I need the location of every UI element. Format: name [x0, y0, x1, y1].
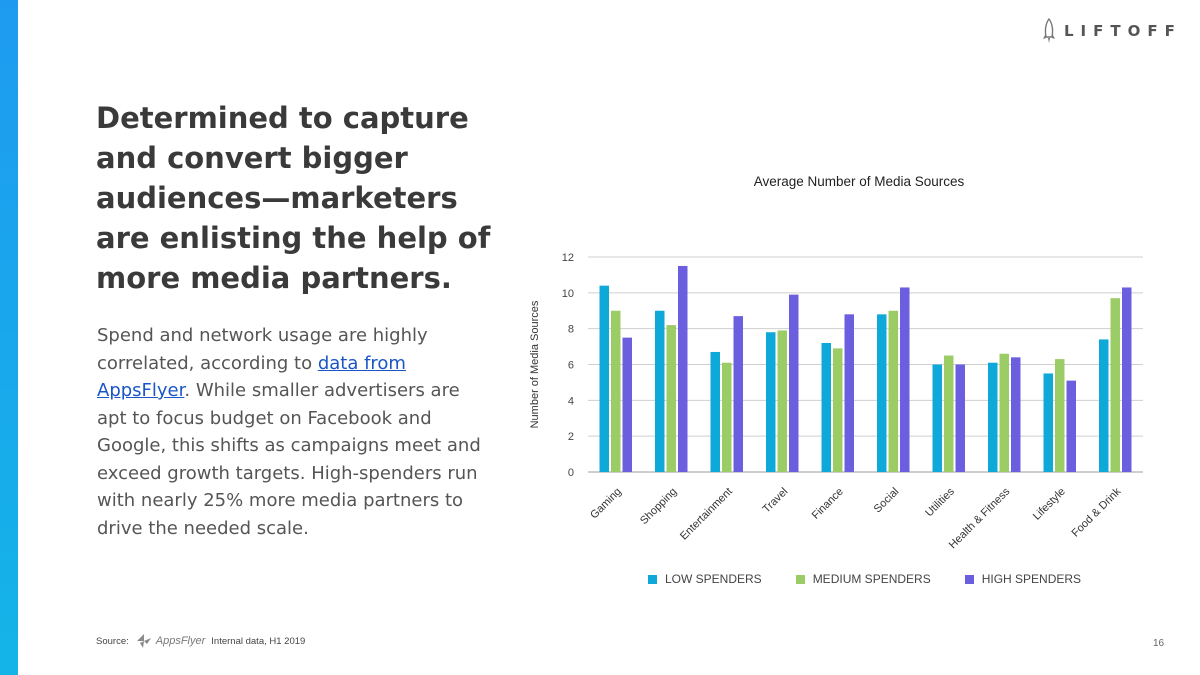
x-tick-label: Finance — [810, 486, 846, 522]
y-tick-label: 4 — [568, 395, 574, 407]
bar-low — [766, 332, 776, 472]
y-tick-label: 8 — [568, 324, 574, 336]
legend-swatch-medium — [795, 574, 805, 584]
bar-low — [599, 285, 609, 472]
bar-high — [1066, 380, 1076, 472]
y-tick-label: 6 — [568, 360, 574, 372]
bar-medium — [1110, 298, 1120, 472]
bar-high — [955, 364, 965, 472]
bar-high — [900, 287, 910, 472]
bar-medium — [666, 325, 676, 472]
legend-item-high: HIGH SPENDERS — [964, 572, 1082, 586]
bar-medium — [1055, 359, 1065, 472]
x-tick-label: Utilities — [923, 485, 957, 519]
y-tick-label: 2 — [568, 431, 574, 443]
appsflyer-bird-icon — [136, 634, 151, 648]
legend-item-low: LOW SPENDERS — [648, 572, 762, 586]
legend-swatch-low — [648, 574, 657, 584]
bar-high — [733, 316, 743, 472]
chart-legend: LOW SPENDERS MEDIUM SPENDERS HIGH SPENDE… — [648, 572, 1081, 586]
bar-low — [1043, 373, 1053, 472]
x-tick-label: Gaming — [588, 486, 624, 522]
bar-low — [710, 351, 720, 472]
source-line: Source: AppsFlyer Internal data, H1 2019 — [96, 632, 305, 650]
body-paragraph: Spend and network usage are highly corre… — [97, 322, 487, 542]
chart-title: Average Number of Media Sources — [753, 174, 965, 189]
body-text-start: Spend and network usage are highly corre… — [97, 325, 428, 374]
bar-low — [877, 314, 887, 472]
bar-low — [932, 364, 942, 472]
page-title: Determined to capture and convert bigger… — [96, 101, 491, 295]
bar-chart: 0 2 4 6 8 10 12 Number of Media Sources Gaming Sh… — [529, 252, 1143, 551]
legend-label-high: HIGH SPENDERS — [981, 572, 1082, 586]
bar-high — [622, 337, 632, 472]
legend-label-medium: MEDIUM SPENDERS — [812, 572, 931, 586]
x-tick-label: Lifestyle — [1031, 486, 1068, 523]
accent-bar — [0, 0, 18, 675]
liftoff-logo: LIFTOFF — [1042, 18, 1182, 44]
bar-medium — [888, 310, 898, 472]
bar-high — [1011, 357, 1021, 472]
bar-medium — [833, 348, 843, 472]
appsflyer-logo: AppsFlyer — [135, 632, 206, 650]
bar-medium — [611, 310, 621, 472]
bar-low — [988, 362, 998, 472]
bar-low — [1099, 339, 1109, 472]
y-axis-label: Number of Media Sources — [529, 300, 541, 428]
x-tick-label: Entertainment — [678, 486, 735, 543]
bar-high — [1122, 287, 1132, 472]
legend-item-medium: MEDIUM SPENDERS — [795, 572, 931, 586]
x-tick-label: Social — [872, 486, 902, 516]
x-tick-label: Travel — [761, 486, 791, 516]
source-label: Source: — [96, 635, 129, 647]
bar-medium — [944, 355, 954, 472]
bar-low — [655, 310, 665, 472]
bar-medium — [999, 353, 1009, 472]
bar-medium — [777, 330, 787, 472]
appsflyer-logo-text: AppsFlyer — [155, 635, 206, 647]
x-tick-label: Shopping — [638, 486, 679, 527]
page-number: 16 — [1153, 638, 1165, 649]
bar-high — [678, 265, 688, 472]
legend-label-low: LOW SPENDERS — [665, 572, 762, 586]
bar-medium — [722, 362, 732, 472]
x-tick-label: Food & Drink — [1069, 485, 1123, 539]
bar-low — [821, 343, 831, 472]
y-tick-label: 10 — [562, 288, 574, 300]
body-text-end: . While smaller advertisers are apt to f… — [97, 380, 481, 539]
rocket-icon — [1043, 18, 1055, 43]
appsflyer-data-link[interactable]: data from AppsFlyer — [97, 352, 406, 402]
logo-text: LIFTOFF — [1064, 22, 1182, 40]
bar-high — [844, 314, 854, 472]
source-note: Internal data, H1 2019 — [211, 635, 306, 647]
bar-high — [789, 294, 799, 472]
y-tick-label: 12 — [562, 252, 574, 264]
legend-swatch-high — [964, 574, 974, 584]
y-tick-label: 0 — [568, 467, 574, 479]
x-tick-label: Health & Fitness — [947, 485, 1013, 551]
